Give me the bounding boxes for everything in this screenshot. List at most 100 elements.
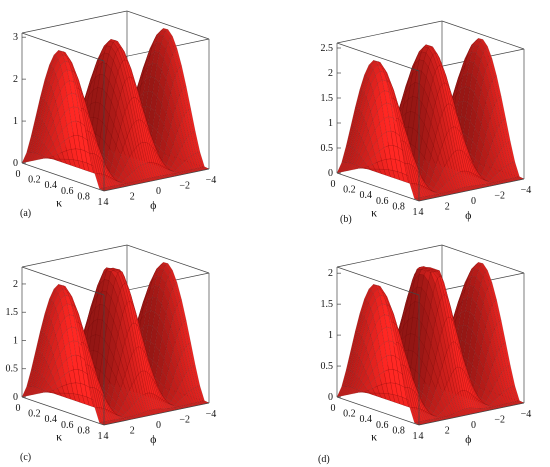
kappa-axis-label: κ [371, 429, 377, 443]
z-tick-label: 2 [328, 268, 333, 279]
surface-mesh [21, 262, 210, 426]
box-edge [21, 244, 128, 268]
box-edge [126, 10, 210, 40]
panel-label: (a) [20, 208, 31, 219]
kappa-tick-label: 0.2 [28, 409, 41, 420]
kappa-tick-label: 0.4 [45, 180, 58, 191]
box-edge [418, 178, 525, 202]
kappa-tick-label: 0.8 [77, 191, 90, 202]
surface-plot-4: 0 0.5 1 1.5 2 0 0.2 0.40.60.8 1 κ 4 2 0 −2 −4 ϕ (d) [318, 244, 532, 465]
kappa-tick-label: 1 [413, 207, 418, 218]
z-tick-label: 3 [13, 32, 18, 43]
z-tick-label: 1 [328, 118, 333, 129]
surface-mesh [336, 262, 525, 426]
panel-label: (c) [20, 452, 31, 463]
kappa-tick-label: 1 [98, 431, 103, 442]
z-tick-label: 1 [328, 330, 333, 341]
phi-tick-label: 0 [156, 420, 161, 431]
z-tick-label: 0 [13, 392, 18, 403]
surface-plot-2: 0 0.5 1 1.5 2 2.5 0 0.2 0.40.60.8 1 κ 4 2 0 −2 −4 ϕ (b) [321, 20, 532, 225]
kappa-tick-label: 0.4 [45, 414, 58, 425]
kappa-tick-label: 0 [16, 169, 21, 180]
phi-tick-label: −2 [494, 191, 505, 202]
z-tick-label: 1.5 [6, 307, 19, 318]
box-edge [336, 244, 443, 268]
box-edge [21, 32, 105, 62]
phi-tick-label: 4 [419, 207, 424, 218]
phi-tick-label: −2 [179, 415, 190, 426]
phi-tick-label: 2 [130, 426, 135, 437]
kappa-tick-label: 0.8 [77, 425, 90, 436]
phi-tick-label: −4 [206, 175, 217, 186]
kappa-tick-label: 0.6 [376, 420, 389, 431]
z-tick-label: 1 [13, 335, 18, 346]
phi-tick-label: −4 [521, 409, 532, 420]
phi-tick-label: 0 [471, 196, 476, 207]
phi-tick-label: −2 [494, 415, 505, 426]
panel-label: (b) [340, 214, 352, 225]
phi-tick-label: 4 [104, 431, 109, 442]
phi-tick-label: 2 [445, 426, 450, 437]
z-tick-label: 1.5 [321, 93, 334, 104]
box-edge [21, 10, 128, 34]
phi-tick-label: −4 [206, 409, 217, 420]
kappa-tick-label: 0.8 [392, 201, 405, 212]
box-front-edges [21, 32, 210, 192]
z-tick-label: 0.5 [321, 361, 334, 372]
z-tick-label: 0.5 [321, 143, 334, 154]
z-tick-label: 0.5 [6, 364, 19, 375]
z-tick-label: 0 [328, 168, 333, 179]
kappa-axis-label: κ [56, 429, 62, 443]
phi-tick-label: 2 [445, 202, 450, 213]
panel-label: (d) [318, 454, 330, 465]
kappa-tick-label: 0.6 [376, 196, 389, 207]
box-edge [441, 20, 525, 50]
phi-axis-label: ϕ [150, 432, 156, 446]
surface-plot-3: 0 0.5 1 1.5 2 0 0.2 0.40.60.8 1 κ 4 2 0 −2 −4 ϕ (c) [6, 244, 217, 463]
z-tick-label: 0 [328, 392, 333, 403]
kappa-tick-label: 0.2 [28, 175, 41, 186]
box-front-edges [336, 42, 525, 202]
kappa-tick-label: 0.2 [343, 185, 356, 196]
z-tick-label: 2.5 [321, 43, 334, 54]
z-tick-label: 1.5 [321, 299, 334, 310]
z-tick-label: 2 [328, 68, 333, 79]
phi-axis-label: ϕ [465, 432, 471, 446]
kappa-tick-label: 0.6 [61, 420, 74, 431]
box-edge [103, 168, 210, 192]
phi-tick-label: 0 [156, 186, 161, 197]
surface-mesh [336, 38, 525, 202]
phi-tick-label: −2 [179, 181, 190, 192]
kappa-tick-label: 0 [331, 179, 336, 190]
phi-axis-label: ϕ [465, 208, 471, 222]
kappa-tick-label: 1 [413, 431, 418, 442]
phi-tick-label: 4 [104, 197, 109, 208]
kappa-tick-label: 0.6 [61, 186, 74, 197]
box-edge [126, 244, 210, 274]
z-tick-label: 1 [13, 116, 18, 127]
phi-tick-label: 4 [419, 431, 424, 442]
phi-axis-label: ϕ [150, 198, 156, 212]
kappa-tick-label: 0.4 [360, 414, 373, 425]
kappa-tick-label: 1 [98, 197, 103, 208]
surface-plot-1: 0 1 2 3 0 0.2 0.40.60.8 1 κ 4 2 0 −2 −4 ϕ (a) [13, 10, 217, 219]
kappa-axis-label: κ [371, 205, 377, 219]
phi-tick-label: 0 [471, 420, 476, 431]
kappa-tick-label: 0.8 [392, 425, 405, 436]
box-edge [336, 42, 420, 72]
phi-tick-label: 2 [130, 192, 135, 203]
box-edge [21, 162, 105, 192]
z-tick-label: 0 [13, 158, 18, 169]
z-tick-label: 2 [13, 74, 18, 85]
phi-tick-label: −4 [521, 185, 532, 196]
box-edge [336, 172, 420, 202]
kappa-tick-label: 0.2 [343, 409, 356, 420]
box-edge [336, 20, 443, 44]
kappa-tick-label: 0 [331, 403, 336, 414]
z-tick-label: 2 [13, 279, 18, 290]
kappa-tick-label: 0 [16, 403, 21, 414]
kappa-tick-label: 0.4 [360, 190, 373, 201]
surface-mesh [21, 28, 210, 192]
kappa-axis-label: κ [56, 195, 62, 209]
